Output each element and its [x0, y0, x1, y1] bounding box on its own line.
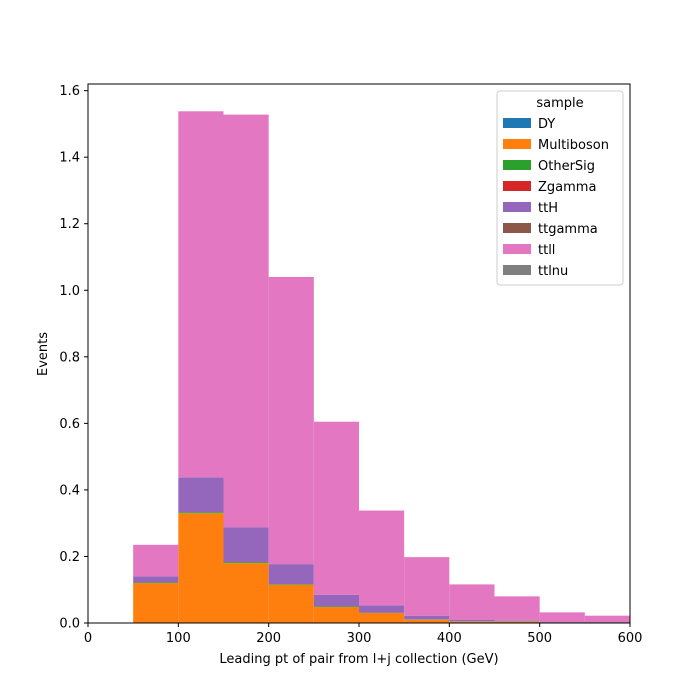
y-axis-label: Events: [36, 332, 51, 376]
x-axis-ticks: 0 100 200 300 400 500 600: [84, 623, 643, 646]
bar-ttll-bin-2: [223, 114, 269, 528]
bar-ttll-bin-5: [359, 510, 405, 606]
y-tick-label: 0.0: [59, 617, 80, 632]
bar-ttll-bin-9: [539, 612, 585, 623]
bar-multiboson-bin-5: [359, 613, 405, 623]
bar-tth-bin-6: [404, 615, 450, 620]
bar-tth-bin-4: [313, 594, 359, 607]
y-tick-label: 1.4: [59, 151, 80, 166]
bar-multiboson-bin-6: [404, 619, 450, 623]
bar-tth-bin-1: [178, 477, 224, 513]
x-tick-label: 100: [166, 631, 191, 646]
legend-swatch-ttll: [503, 244, 531, 254]
bar-tth-bin-3: [268, 564, 314, 585]
legend-label-zgamma: Zgamma: [538, 180, 596, 195]
bar-tth-bin-8: [494, 620, 540, 622]
bar-othersig-bin-1: [178, 512, 224, 514]
bar-tth-bin-0: [133, 576, 179, 583]
legend-swatch-tth: [503, 202, 531, 212]
legend-label-tth: ttH: [538, 201, 558, 216]
x-tick-label: 200: [256, 631, 281, 646]
legend-label-dy: DY: [538, 117, 555, 132]
legend-swatch-ttgamma: [503, 223, 531, 233]
y-tick-label: 1.6: [59, 84, 80, 99]
legend-label-multiboson: Multiboson: [538, 138, 609, 153]
bar-ttll-bin-7: [449, 584, 495, 621]
legend: sample DY Multiboson OtherSig Zgamma ttH ttgam…: [496, 90, 624, 286]
bar-multiboson-bin-7: [449, 621, 495, 623]
x-tick-label: 300: [347, 631, 372, 646]
x-tick-label: 600: [618, 631, 643, 646]
legend-swatch-zgamma: [503, 181, 531, 191]
x-axis-label: Leading pt of pair from l+j collection (…: [219, 652, 498, 667]
legend-label-ttgamma: ttgamma: [538, 222, 598, 237]
legend-swatch-ttlnu: [503, 265, 531, 275]
bar-multiboson-bin-0: [133, 583, 179, 623]
legend-label-ttll: ttll: [538, 243, 555, 258]
bar-ttll-bin-8: [494, 596, 540, 621]
legend-label-othersig: OtherSig: [538, 159, 595, 174]
bar-tth-bin-5: [359, 605, 405, 613]
bar-ttll-bin-10: [584, 615, 630, 623]
bar-tth-bin-7: [449, 620, 495, 622]
stacked-bars: [133, 111, 630, 623]
legend-title: sample: [536, 96, 583, 111]
bar-ttll-bin-3: [268, 276, 314, 565]
bar-othersig-bin-3: [268, 584, 314, 585]
legend-swatch-othersig: [503, 160, 531, 170]
bar-multiboson-bin-4: [313, 607, 359, 623]
bar-ttll-bin-4: [313, 421, 359, 595]
bar-othersig-bin-2: [223, 562, 269, 564]
bar-tth-bin-2: [223, 527, 269, 563]
legend-swatch-multiboson: [503, 139, 531, 149]
bar-othersig-bin-4: [313, 606, 359, 608]
x-tick-label: 400: [437, 631, 462, 646]
bar-ttll-bin-1: [178, 111, 224, 478]
y-tick-label: 1.2: [59, 217, 80, 232]
x-tick-label: 500: [527, 631, 552, 646]
bar-ttll-bin-0: [133, 544, 179, 577]
y-tick-label: 1.0: [59, 284, 80, 299]
legend-label-ttlnu: ttlnu: [538, 264, 568, 279]
y-axis-ticks: 0.0 0.2 0.4 0.6 0.8 1.0 1.2 1.4 1.6: [59, 84, 88, 632]
y-tick-label: 0.8: [59, 350, 80, 365]
y-tick-label: 0.2: [59, 550, 80, 565]
y-tick-label: 0.6: [59, 417, 80, 432]
legend-swatch-dy: [503, 118, 531, 128]
bar-othersig-bin-0: [133, 582, 179, 584]
bar-multiboson-bin-1: [178, 513, 224, 623]
bar-multiboson-bin-2: [223, 563, 269, 623]
bar-ttll-bin-6: [404, 557, 450, 616]
y-tick-label: 0.4: [59, 483, 80, 498]
bar-multiboson-bin-8: [494, 621, 540, 623]
bar-multiboson-bin-3: [268, 584, 314, 623]
x-tick-label: 0: [84, 631, 92, 646]
